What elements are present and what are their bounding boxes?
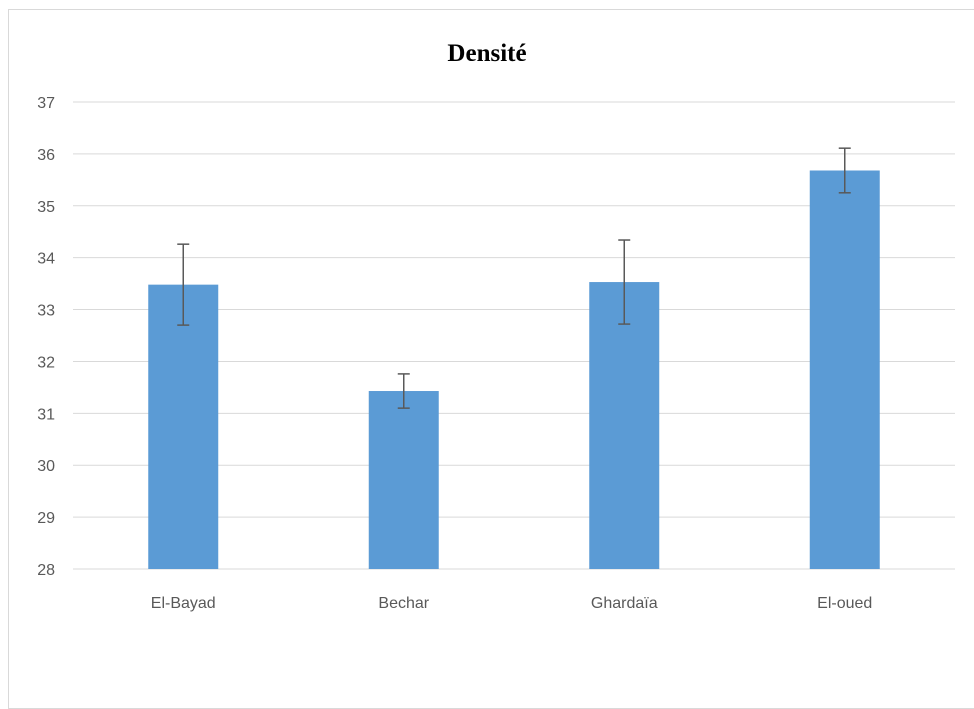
y-tick-label: 35 xyxy=(37,199,55,216)
y-tick-label: 28 xyxy=(37,562,55,579)
bar xyxy=(809,170,880,569)
chart-svg: 28 29 30 31 32 33 34 35 36 37 El-Bayad Bechar Ghard… xyxy=(37,95,955,612)
x-tick-labels: El-Bayad Bechar Ghardaïa El-oued xyxy=(151,595,873,612)
y-tick-label: 31 xyxy=(37,406,55,423)
y-tick-label: 33 xyxy=(37,303,55,320)
error-bars xyxy=(177,147,851,409)
y-tick-label: 29 xyxy=(37,510,55,527)
x-tick-label: El-Bayad xyxy=(151,595,216,612)
y-tick-labels: 28 29 30 31 32 33 34 35 36 37 xyxy=(37,95,55,579)
x-tick-label: El-oued xyxy=(817,595,872,612)
y-tick-label: 34 xyxy=(37,251,55,268)
y-tick-label: 37 xyxy=(37,95,55,112)
gridlines xyxy=(73,101,955,570)
bars xyxy=(148,170,880,569)
x-tick-label: Bechar xyxy=(378,595,429,612)
bar xyxy=(148,284,219,569)
bar xyxy=(368,391,439,569)
x-tick-label: Ghardaïa xyxy=(591,595,658,612)
chart-title: Densité xyxy=(447,40,527,67)
y-tick-label: 30 xyxy=(37,458,55,475)
y-tick-label: 36 xyxy=(37,147,55,164)
y-tick-label: 32 xyxy=(37,354,55,371)
bar xyxy=(589,282,660,569)
